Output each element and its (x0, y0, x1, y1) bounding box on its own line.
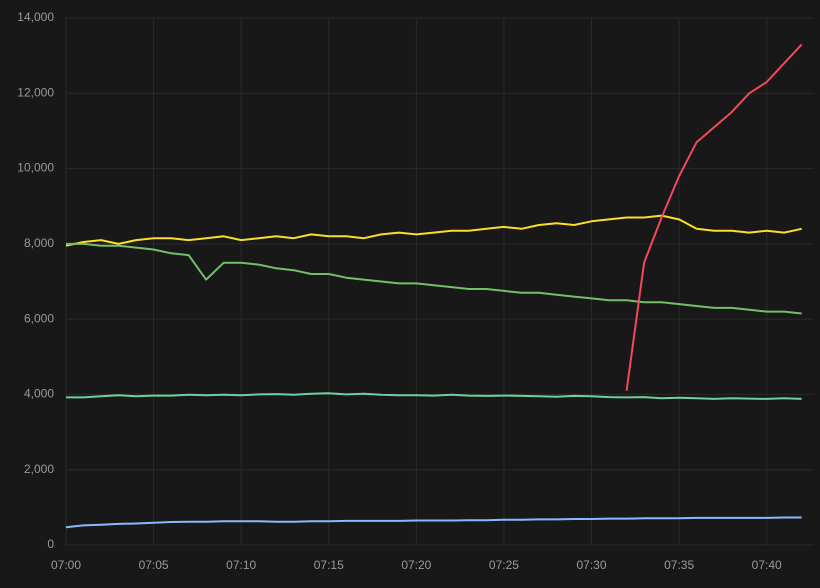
y-tick-label: 0 (47, 537, 54, 551)
x-tick-label: 07:10 (226, 558, 256, 572)
y-tick-label: 14,000 (17, 10, 54, 24)
series-line (625, 43, 803, 391)
x-tick-label: 07:40 (752, 558, 782, 572)
x-tick-label: 07:05 (139, 558, 169, 572)
y-tick-label: 12,000 (17, 85, 54, 99)
series-line (66, 392, 802, 400)
series-line (65, 214, 802, 247)
x-tick-label: 07:15 (314, 558, 344, 572)
x-tick-label: 07:20 (401, 558, 431, 572)
x-tick-label: 07:30 (577, 558, 607, 572)
y-tick-label: 8,000 (24, 236, 54, 250)
x-tick-label: 07:25 (489, 558, 519, 572)
y-tick-label: 4,000 (24, 387, 54, 401)
series-line (65, 516, 802, 529)
series-line (66, 242, 802, 315)
x-tick-label: 07:00 (51, 558, 81, 572)
x-tick-label: 07:35 (664, 558, 694, 572)
y-tick-label: 2,000 (24, 462, 54, 476)
y-tick-label: 10,000 (17, 161, 54, 175)
y-tick-label: 6,000 (24, 311, 54, 325)
